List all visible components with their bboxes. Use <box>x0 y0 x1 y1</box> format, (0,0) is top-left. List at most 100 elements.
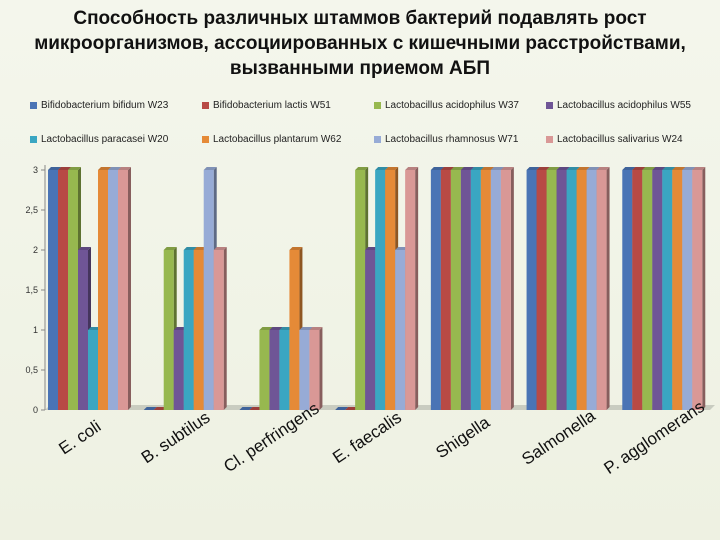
bar-front <box>632 170 643 410</box>
bar-front <box>546 170 557 410</box>
bar-front <box>48 170 58 410</box>
legend-row-1: Bifidobacterium bifidum W23 Bifidobacter… <box>30 100 720 134</box>
bar-front <box>536 170 547 410</box>
bar-top <box>586 167 600 170</box>
bar-top <box>622 167 636 170</box>
bar-front <box>213 250 224 410</box>
bar-top <box>375 167 389 170</box>
bar-top <box>566 167 580 170</box>
bar-top <box>450 167 464 170</box>
legend-item-1: Bifidobacterium bifidum W23 <box>30 100 202 111</box>
bar-side <box>223 247 227 410</box>
bar-front <box>279 330 290 410</box>
bar-front <box>375 170 386 410</box>
bar <box>239 407 253 410</box>
bar-front <box>430 170 441 410</box>
bar-top <box>259 327 273 330</box>
bar <box>118 167 131 410</box>
x-category-label: E. coli <box>55 417 104 459</box>
bar-front <box>652 170 663 410</box>
bar-front <box>299 330 310 410</box>
bar-side <box>510 167 514 410</box>
legend-label-6: Lactobacillus plantarum W62 <box>213 134 342 145</box>
legend-swatch-6 <box>202 136 209 143</box>
bar-top <box>526 167 540 170</box>
legend-label-5: Lactobacillus paracasei W20 <box>41 134 169 145</box>
bar-front <box>108 170 118 410</box>
bar-front <box>622 170 633 410</box>
bar-top <box>652 167 666 170</box>
y-tick-label: 1 <box>33 325 38 335</box>
bar-top <box>576 167 590 170</box>
bar <box>309 327 323 410</box>
bar-side <box>319 327 323 410</box>
bar-top <box>556 167 570 170</box>
y-tick-label: 1,5 <box>25 285 38 295</box>
bar-top <box>405 167 419 170</box>
bar-top <box>88 327 101 330</box>
bar-top <box>355 167 369 170</box>
bar-top <box>500 167 514 170</box>
bar-top <box>203 167 217 170</box>
bar-top <box>163 247 177 250</box>
bar-top <box>632 167 646 170</box>
bar-top <box>692 167 706 170</box>
bar-top <box>249 407 263 410</box>
bar-front <box>500 170 511 410</box>
bar-front <box>385 170 396 410</box>
bar <box>596 167 610 410</box>
bar-front <box>193 250 204 410</box>
bar-side <box>702 167 706 410</box>
bar-side <box>128 167 131 410</box>
bar <box>345 407 359 410</box>
legend-label-7: Lactobacillus rhamnosus W71 <box>385 134 519 145</box>
bar-front <box>78 250 88 410</box>
bar-front <box>58 170 68 410</box>
bar-top <box>279 327 293 330</box>
x-category-label: Salmonella <box>518 406 599 469</box>
legend-swatch-7 <box>374 136 381 143</box>
legend-swatch-1 <box>30 102 37 109</box>
bar-front <box>405 170 416 410</box>
bar-top <box>345 407 359 410</box>
x-category-label: Shigella <box>432 412 493 462</box>
bar <box>213 247 227 410</box>
bar-top <box>183 247 197 250</box>
bar-front <box>173 330 184 410</box>
bar-front <box>566 170 577 410</box>
bar-front <box>395 250 406 410</box>
legend-row-2: Lactobacillus paracasei W20 Lactobacillu… <box>30 134 720 168</box>
bar-front <box>163 250 174 410</box>
bar-top <box>108 167 121 170</box>
bar-top <box>480 167 494 170</box>
bar-front <box>309 330 320 410</box>
bar-front <box>490 170 501 410</box>
x-category-label: B. subtilus <box>138 408 214 468</box>
y-tick-label: 0,5 <box>25 365 38 375</box>
bar-side <box>415 167 419 410</box>
y-tick-label: 2,5 <box>25 205 38 215</box>
bar-top <box>395 247 409 250</box>
legend-item-6: Lactobacillus plantarum W62 <box>202 134 374 145</box>
bar-top <box>269 327 283 330</box>
bar-top <box>335 407 349 410</box>
legend-item-5: Lactobacillus paracasei W20 <box>30 134 202 145</box>
bar-top <box>642 167 656 170</box>
bar-top <box>385 167 399 170</box>
x-category-label: E. faecalis <box>329 408 405 468</box>
bar-front <box>642 170 653 410</box>
legend-label-2: Bifidobacterium lactis W51 <box>213 100 331 111</box>
bar-top <box>153 407 167 410</box>
bar-front <box>98 170 108 410</box>
bar <box>153 407 167 410</box>
bar-front <box>269 330 280 410</box>
bar-top <box>596 167 610 170</box>
chart-title-line-2: микроорганизмов, ассоциированных с кишеч… <box>34 33 686 54</box>
y-tick-label: 2 <box>33 245 38 255</box>
bar-front <box>68 170 78 410</box>
legend-item-8: Lactobacillus salivarius W24 <box>546 134 718 145</box>
bar-top <box>470 167 484 170</box>
y-tick-label: 0 <box>33 405 38 415</box>
bar-top <box>365 247 379 250</box>
legend-label-3: Lactobacillus acidophilus W37 <box>385 100 519 111</box>
